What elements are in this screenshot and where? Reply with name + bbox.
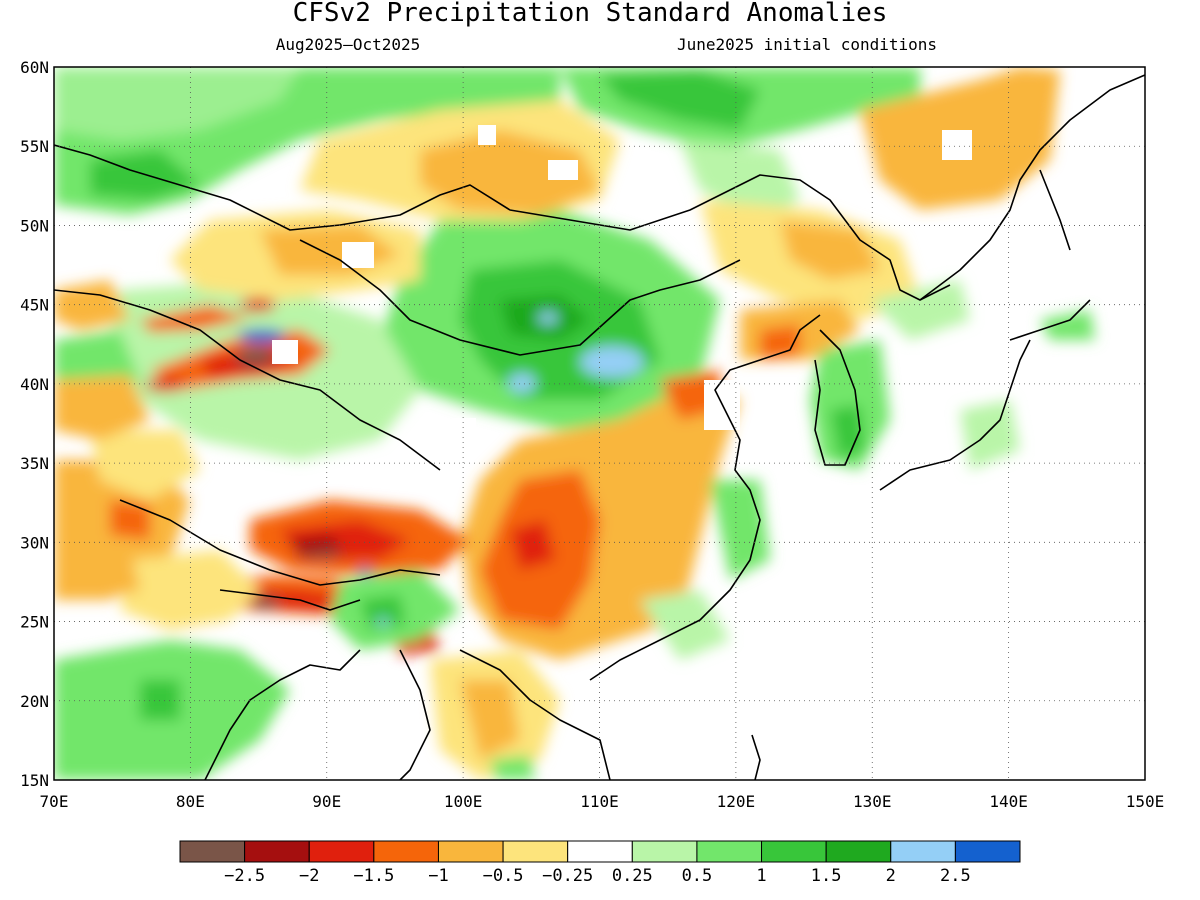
legend-label: −2.5	[224, 866, 265, 886]
lat-tick-label: 35N	[20, 454, 49, 473]
lat-tick-label: 55N	[20, 137, 49, 156]
color-legend: −2.5 −2 −1.5 −1 −0.5 −0.25 0.25 0.5 1 1.5 2 2.5	[179, 840, 1021, 886]
legend-label: 0.25	[612, 866, 653, 886]
legend-swatch	[502, 840, 569, 863]
legend-swatch	[373, 840, 439, 863]
legend-swatch	[890, 840, 956, 863]
legend-swatch	[631, 840, 698, 863]
legend-label: −0.25	[542, 866, 593, 886]
legend-label: 1	[756, 866, 766, 886]
subtitle-period: Aug2025–Oct2025	[276, 35, 421, 54]
lat-tick-label: 40N	[20, 375, 49, 394]
legend-label: −0.5	[483, 866, 524, 886]
latitude-tick-labels: 60N 55N 50N 45N 40N 35N 30N 25N 20N 15N	[20, 58, 49, 790]
legend-swatch	[761, 840, 827, 863]
lat-tick-label: 30N	[20, 533, 49, 552]
lat-tick-label: 60N	[20, 58, 49, 77]
legend-label: −1	[428, 866, 448, 886]
legend-swatch	[437, 840, 504, 863]
legend-swatch	[567, 840, 633, 863]
legend-label: −2	[299, 866, 319, 886]
lat-tick-label: 20N	[20, 692, 49, 711]
legend-swatch	[696, 840, 763, 863]
lon-tick-label: 120E	[717, 792, 756, 811]
lon-tick-label: 150E	[1126, 792, 1165, 811]
lat-tick-label: 25N	[20, 613, 49, 632]
lon-tick-label: 80E	[176, 792, 205, 811]
figure-title: CFSv2 Precipitation Standard Anomalies	[293, 0, 888, 28]
legend-label: 2.5	[940, 866, 971, 886]
legend-swatch	[244, 840, 310, 863]
lon-tick-label: 100E	[444, 792, 483, 811]
plot-frame	[53, 66, 1146, 781]
lon-tick-label: 90E	[312, 792, 341, 811]
lon-tick-label: 110E	[580, 792, 619, 811]
lat-tick-label: 50N	[20, 216, 49, 235]
legend-label: 1.5	[811, 866, 842, 886]
longitude-tick-labels: 70E 80E 90E 100E 110E 120E 130E 140E 150E	[40, 792, 1165, 811]
legend-label: 2	[886, 866, 896, 886]
legend-swatch	[308, 840, 375, 863]
lon-tick-label: 130E	[853, 792, 892, 811]
lat-tick-label: 45N	[20, 296, 49, 315]
lon-tick-label: 70E	[40, 792, 69, 811]
lat-tick-label: 15N	[20, 771, 49, 790]
legend-label: −1.5	[353, 866, 394, 886]
lon-tick-label: 140E	[989, 792, 1028, 811]
anomaly-map	[54, 67, 1145, 780]
gridlines	[54, 67, 1145, 780]
legend-swatch	[179, 840, 246, 863]
legend-swatch	[825, 840, 892, 863]
legend-swatch	[954, 840, 1021, 863]
legend-label: 0.5	[682, 866, 713, 886]
subtitle-initial-conditions: June2025 initial conditions	[677, 35, 937, 54]
